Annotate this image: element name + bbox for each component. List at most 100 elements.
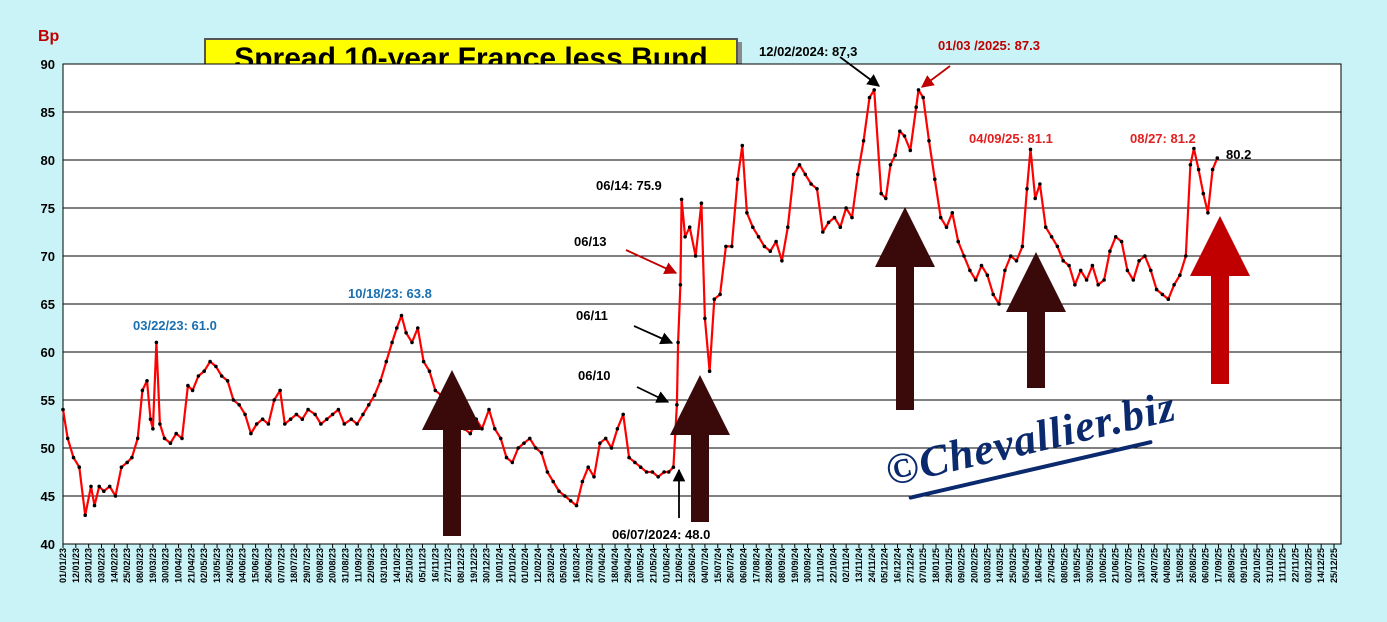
data-point — [533, 446, 538, 450]
data-point — [539, 451, 544, 455]
x-tick-label: 16/04/25 — [1034, 548, 1044, 583]
data-point — [638, 465, 643, 470]
data-point — [693, 254, 698, 258]
x-tick-label: 06/08/24 — [738, 548, 748, 583]
data-point — [908, 148, 913, 153]
x-tick-label: 12/02/24 — [533, 548, 543, 583]
data-point — [355, 422, 359, 426]
data-point — [313, 412, 317, 417]
x-tick-label: 20/02/25 — [970, 548, 980, 583]
data-point — [687, 225, 692, 229]
x-tick-label: 27/12/24 — [905, 548, 915, 583]
data-point — [856, 172, 860, 177]
data-point — [174, 431, 178, 436]
data-point — [676, 340, 680, 345]
data-point — [1038, 182, 1042, 186]
data-point — [884, 196, 888, 201]
data-point — [735, 177, 740, 181]
data-point — [872, 88, 876, 92]
data-point — [113, 494, 118, 498]
x-tick-label: 06/09/25 — [1201, 548, 1211, 583]
data-point — [724, 244, 728, 249]
data-point — [162, 436, 167, 441]
x-tick-label: 01/02/24 — [520, 548, 530, 583]
x-tick-label: 21/01/24 — [507, 548, 517, 583]
data-point — [740, 143, 745, 148]
x-tick-label: 12/06/24 — [674, 548, 684, 583]
data-point — [390, 340, 394, 345]
data-point — [65, 436, 70, 441]
x-tick-label: 02/05/23 — [199, 548, 209, 583]
x-tick-label: 27/11/23 — [443, 548, 453, 583]
data-point — [1028, 147, 1033, 152]
callout-arrow — [633, 325, 674, 345]
x-tick-label: 08/05/25 — [1059, 548, 1069, 583]
x-tick-label: 29/01/25 — [944, 548, 954, 583]
x-tick-label: 10/05/24 — [636, 548, 646, 583]
data-point — [410, 340, 414, 345]
data-point — [1067, 263, 1071, 268]
data-point — [283, 422, 287, 426]
data-point — [130, 455, 134, 460]
data-point — [832, 215, 837, 220]
data-point — [1188, 163, 1193, 167]
data-point — [1166, 297, 1171, 302]
data-point — [154, 340, 159, 345]
data-point — [933, 177, 937, 181]
data-point — [498, 436, 503, 441]
x-tick-label: 13/11/24 — [854, 548, 864, 583]
data-point — [158, 422, 162, 426]
data-point — [1020, 244, 1025, 249]
data-point — [821, 230, 825, 234]
data-point — [679, 197, 684, 202]
data-point — [349, 417, 354, 422]
data-point — [427, 369, 432, 374]
data-point — [678, 283, 683, 287]
data-point — [644, 470, 649, 474]
y-tick-label: 80 — [41, 153, 55, 168]
data-point — [803, 172, 808, 177]
data-point — [662, 470, 666, 474]
data-point — [621, 412, 625, 417]
data-point — [1172, 283, 1176, 287]
annotation-label: 06/07/2024: 48.0 — [612, 527, 710, 542]
x-tick-label: 08/03/23 — [135, 548, 145, 583]
data-point — [968, 268, 972, 273]
data-point — [1178, 273, 1182, 278]
x-tick-label: 24/05/23 — [225, 548, 235, 583]
x-tick-label: 27/04/25 — [1047, 548, 1057, 583]
data-point — [243, 412, 247, 417]
data-point — [516, 446, 520, 450]
x-tick-label: 10/01/24 — [495, 548, 505, 583]
x-tick-label: 05/11/23 — [417, 548, 427, 583]
data-point — [938, 215, 943, 220]
data-point — [83, 513, 87, 517]
data-point — [1143, 254, 1147, 258]
data-point — [809, 182, 813, 186]
x-tick-label: 16/11/23 — [430, 548, 440, 583]
data-point — [586, 465, 590, 470]
data-point — [1102, 278, 1106, 282]
data-point — [319, 422, 323, 426]
data-point — [850, 215, 854, 220]
data-point — [384, 359, 389, 364]
data-point — [399, 313, 404, 318]
x-tick-label: 18/04/24 — [610, 548, 620, 583]
y-tick-label: 55 — [41, 393, 55, 408]
x-tick-label: 23/01/23 — [84, 548, 94, 583]
data-point — [683, 235, 687, 239]
x-tick-label: 25/03/25 — [1008, 548, 1018, 583]
x-tick-label: 24/07/25 — [1149, 548, 1159, 583]
data-point — [712, 297, 717, 302]
data-point — [867, 95, 872, 100]
data-point — [815, 187, 819, 191]
data-point — [666, 470, 671, 474]
y-tick-label: 40 — [41, 537, 55, 552]
data-point — [844, 206, 848, 210]
data-point — [956, 239, 960, 244]
data-point — [504, 455, 509, 460]
data-point — [1061, 259, 1065, 263]
data-point — [278, 388, 282, 393]
x-tick-label: 22/10/24 — [828, 548, 838, 583]
data-point — [367, 403, 371, 407]
